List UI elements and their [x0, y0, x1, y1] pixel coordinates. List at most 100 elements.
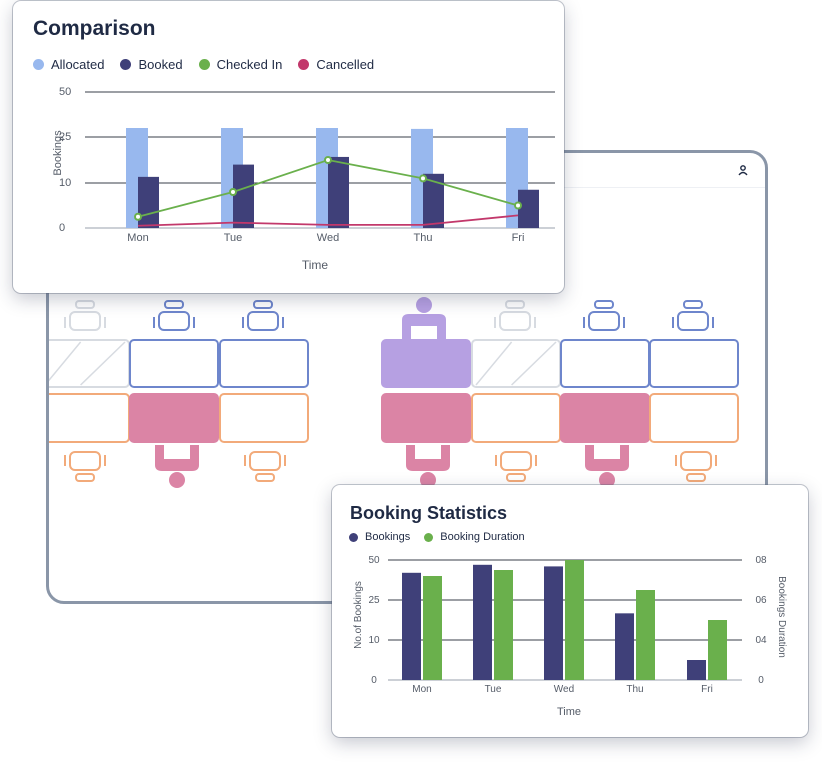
allocated-swatch-icon: [33, 59, 44, 70]
desk: [649, 393, 739, 443]
legend-label: Checked In: [216, 57, 283, 72]
chair-icon: [672, 300, 714, 331]
y-right-tick-label: 0: [758, 675, 764, 686]
y-right-tick-label: 08: [755, 555, 767, 566]
desk: [560, 339, 650, 388]
y-tick-label: 50: [59, 86, 71, 98]
checked-in-point: [134, 212, 142, 221]
x-tick-label: Wed: [317, 232, 339, 244]
desk: [129, 339, 219, 388]
chair-icon: [244, 451, 286, 482]
chair-icon: [495, 451, 537, 482]
person-icon: [402, 297, 446, 340]
desk: [471, 339, 561, 388]
booking-statistics-chart: 0 0 10 04 25 06 50 08 No.of Bookings Bookings Dur…: [353, 555, 787, 718]
booking-duration-bar: [494, 570, 513, 680]
bookings-bar: [615, 613, 634, 680]
legend-label: Booking Duration: [440, 531, 525, 543]
person-icon: [406, 445, 450, 488]
chair-icon: [242, 300, 284, 331]
x-tick-label: Mon: [127, 232, 148, 244]
y-left-axis-label: No.of Bookings: [353, 581, 364, 649]
duration-swatch-icon: [424, 532, 434, 542]
x-tick-label: Thu: [414, 232, 433, 244]
booked-bar: [328, 156, 349, 228]
cancelled-swatch-icon: [298, 59, 310, 70]
y-left-tick-label: 0: [371, 675, 377, 686]
y-tick-label: 25: [59, 131, 71, 143]
y-tick-label: 0: [59, 222, 65, 234]
y-tick-label: 10: [59, 177, 71, 189]
x-tick-label: Wed: [554, 684, 574, 695]
x-tick-label: Tue: [224, 232, 243, 244]
legend-item-booking-duration[interactable]: Booking Duration: [424, 531, 525, 543]
desk: [49, 339, 130, 388]
booking-duration-bar: [565, 560, 584, 680]
bookings-bar: [687, 660, 706, 680]
checked-in-point: [419, 174, 427, 183]
y-left-tick-label: 25: [368, 595, 380, 606]
chair-icon: [675, 451, 717, 482]
desk: [219, 339, 309, 388]
comparison-legend: Allocated Booked Checked In Cancelled: [33, 57, 374, 72]
bookings-bar: [402, 572, 421, 680]
legend-item-bookings[interactable]: Bookings: [349, 531, 410, 543]
legend-item-checked-in[interactable]: Checked In: [198, 57, 283, 72]
x-tick-label: Mon: [412, 684, 431, 695]
desk: [560, 393, 650, 443]
bookings-bar: [473, 564, 492, 680]
booking-duration-bar: [708, 620, 727, 680]
y-axis-label: Bookings: [52, 130, 64, 176]
x-tick-label: Thu: [626, 684, 643, 695]
legend-label: Allocated: [51, 57, 105, 72]
booking-duration-bar: [636, 590, 655, 680]
booked-bar: [138, 176, 159, 228]
checked-in-swatch-icon: [198, 59, 210, 70]
checked-in-point: [514, 201, 522, 210]
legend-item-booked[interactable]: Booked: [120, 57, 183, 72]
person-icon: [155, 445, 199, 488]
chair-icon: [153, 300, 195, 331]
desk: [471, 393, 561, 443]
desk: [381, 339, 471, 388]
checked-in-point: [229, 188, 237, 196]
desk: [219, 393, 309, 443]
legend-item-allocated[interactable]: Allocated: [33, 57, 104, 72]
x-axis-label: Time: [557, 706, 581, 718]
legend-item-cancelled[interactable]: Cancelled: [298, 57, 374, 72]
user-icon[interactable]: [735, 162, 751, 178]
desk: [129, 393, 219, 443]
y-right-tick-label: 04: [755, 635, 767, 646]
comparison-title: Comparison: [33, 17, 156, 40]
booking-duration-bar: [423, 576, 442, 680]
booked-bar: [233, 164, 254, 228]
bookings-swatch-icon: [349, 532, 358, 542]
comparison-card: Comparison Allocated Booked Checked In C…: [13, 1, 564, 293]
chair-icon: [494, 300, 536, 331]
legend-label: Booked: [138, 57, 183, 72]
x-tick-label: Fri: [701, 684, 713, 695]
y-right-tick-label: 06: [755, 595, 767, 606]
y-right-axis-label: Bookings Duration: [776, 576, 787, 658]
comparison-chart: 0 10 25 50 Bookings Mon Tue Wed Thu Fri Time: [52, 86, 555, 272]
x-tick-label: Fri: [512, 232, 525, 244]
checked-in-point: [324, 156, 332, 164]
person-icon: [585, 445, 629, 488]
legend-label: Cancelled: [316, 57, 375, 72]
cancelled-line: [137, 214, 519, 227]
desk: [49, 393, 130, 443]
bookings-bar: [544, 566, 563, 680]
booked-bar: [423, 173, 444, 228]
floor-plan: [49, 297, 739, 488]
y-left-tick-label: 50: [368, 555, 380, 566]
booked-swatch-icon: [120, 59, 132, 70]
booking-statistics-card: Booking Statistics Bookings Booking Dura…: [332, 485, 808, 737]
chair-icon: [64, 300, 106, 331]
desk: [649, 339, 739, 388]
desk: [381, 393, 471, 443]
booking-statistics-title: Booking Statistics: [350, 503, 508, 523]
legend-label: Bookings: [365, 531, 411, 543]
booked-bar: [518, 189, 539, 228]
y-left-tick-label: 10: [368, 635, 380, 646]
x-axis-label: Time: [302, 258, 329, 272]
